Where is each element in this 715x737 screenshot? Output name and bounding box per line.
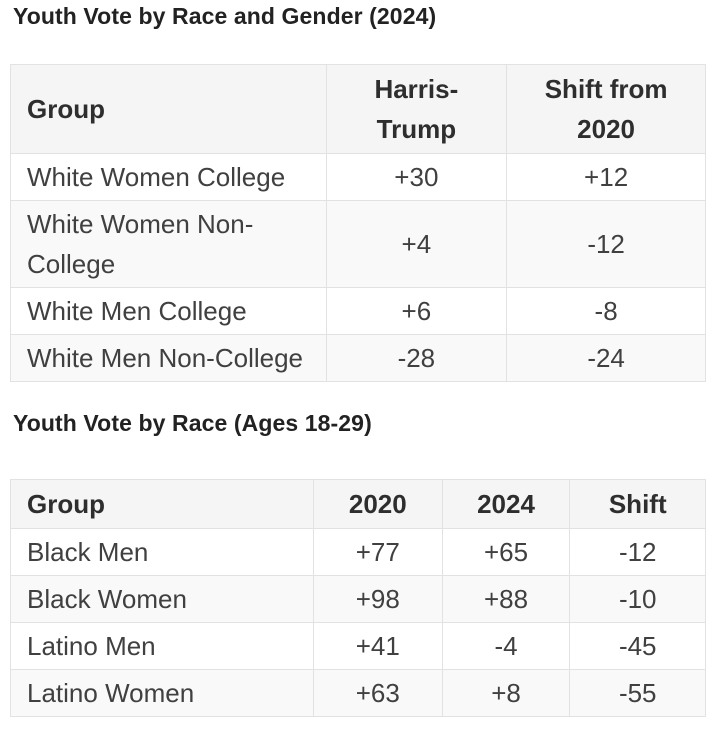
group-cell: White Women College xyxy=(10,153,327,201)
value-cell: +63 xyxy=(313,669,443,717)
column-header-group: Group xyxy=(9,479,315,529)
value-cell: -28 xyxy=(325,334,508,382)
header-row: Group Harris-Trump Shift from 2020 xyxy=(10,64,706,154)
table-row: White Women Non-College +4 -12 xyxy=(10,200,706,288)
value-cell: -4 xyxy=(441,622,571,670)
table-row: Black Men +77 +65 -12 xyxy=(9,528,706,576)
column-header-group: Group xyxy=(10,64,327,154)
value-cell: +77 xyxy=(313,528,443,576)
value-cell: -12 xyxy=(569,528,706,576)
value-cell: -24 xyxy=(506,334,706,382)
table-row: Latino Men +41 -4 -45 xyxy=(9,622,706,670)
value-cell: -10 xyxy=(569,575,706,623)
group-cell: White Men Non-College xyxy=(10,334,327,382)
table-row: White Women College +30 +12 xyxy=(10,153,706,201)
table2-title: Youth Vote by Race (Ages 18-29) xyxy=(13,410,372,436)
table1-title: Youth Vote by Race and Gender (2024) xyxy=(13,3,437,29)
group-cell: Latino Men xyxy=(9,622,315,670)
column-header-2020: 2020 xyxy=(313,479,443,529)
group-cell: Latino Women xyxy=(9,669,315,717)
header-row: Group 2020 2024 Shift xyxy=(9,479,706,529)
value-cell: -55 xyxy=(569,669,706,717)
youth-vote-race-table: Group 2020 2024 Shift Black Men +77 +65 … xyxy=(9,479,706,717)
column-header-2024: 2024 xyxy=(441,479,571,529)
value-cell: -45 xyxy=(569,622,706,670)
table-row: Black Women +98 +88 -10 xyxy=(9,575,706,623)
group-cell: White Men College xyxy=(10,287,327,335)
article-content: Youth Vote by Race and Gender (2024) Gro… xyxy=(9,3,706,717)
value-cell: +12 xyxy=(506,153,706,201)
youth-vote-race-gender-table: Group Harris-Trump Shift from 2020 White… xyxy=(10,64,706,382)
value-cell: +8 xyxy=(441,669,571,717)
value-cell: +6 xyxy=(325,287,508,335)
value-cell: -8 xyxy=(506,287,706,335)
value-cell: -12 xyxy=(506,200,706,288)
value-cell: +41 xyxy=(313,622,443,670)
value-cell: +98 xyxy=(313,575,443,623)
group-cell: White Women Non-College xyxy=(10,200,327,288)
value-cell: +4 xyxy=(325,200,508,288)
table-row: Latino Women +63 +8 -55 xyxy=(9,669,706,717)
group-cell: Black Men xyxy=(9,528,315,576)
group-cell: Black Women xyxy=(9,575,315,623)
column-header-shift: Shift xyxy=(569,479,706,529)
column-header-shift-from-2020: Shift from 2020 xyxy=(506,64,706,154)
table-row: White Men College +6 -8 xyxy=(10,287,706,335)
table-row: White Men Non-College -28 -24 xyxy=(10,334,706,382)
value-cell: +88 xyxy=(441,575,571,623)
value-cell: +30 xyxy=(325,153,508,201)
column-header-harris-trump: Harris-Trump xyxy=(325,64,508,154)
value-cell: +65 xyxy=(441,528,571,576)
